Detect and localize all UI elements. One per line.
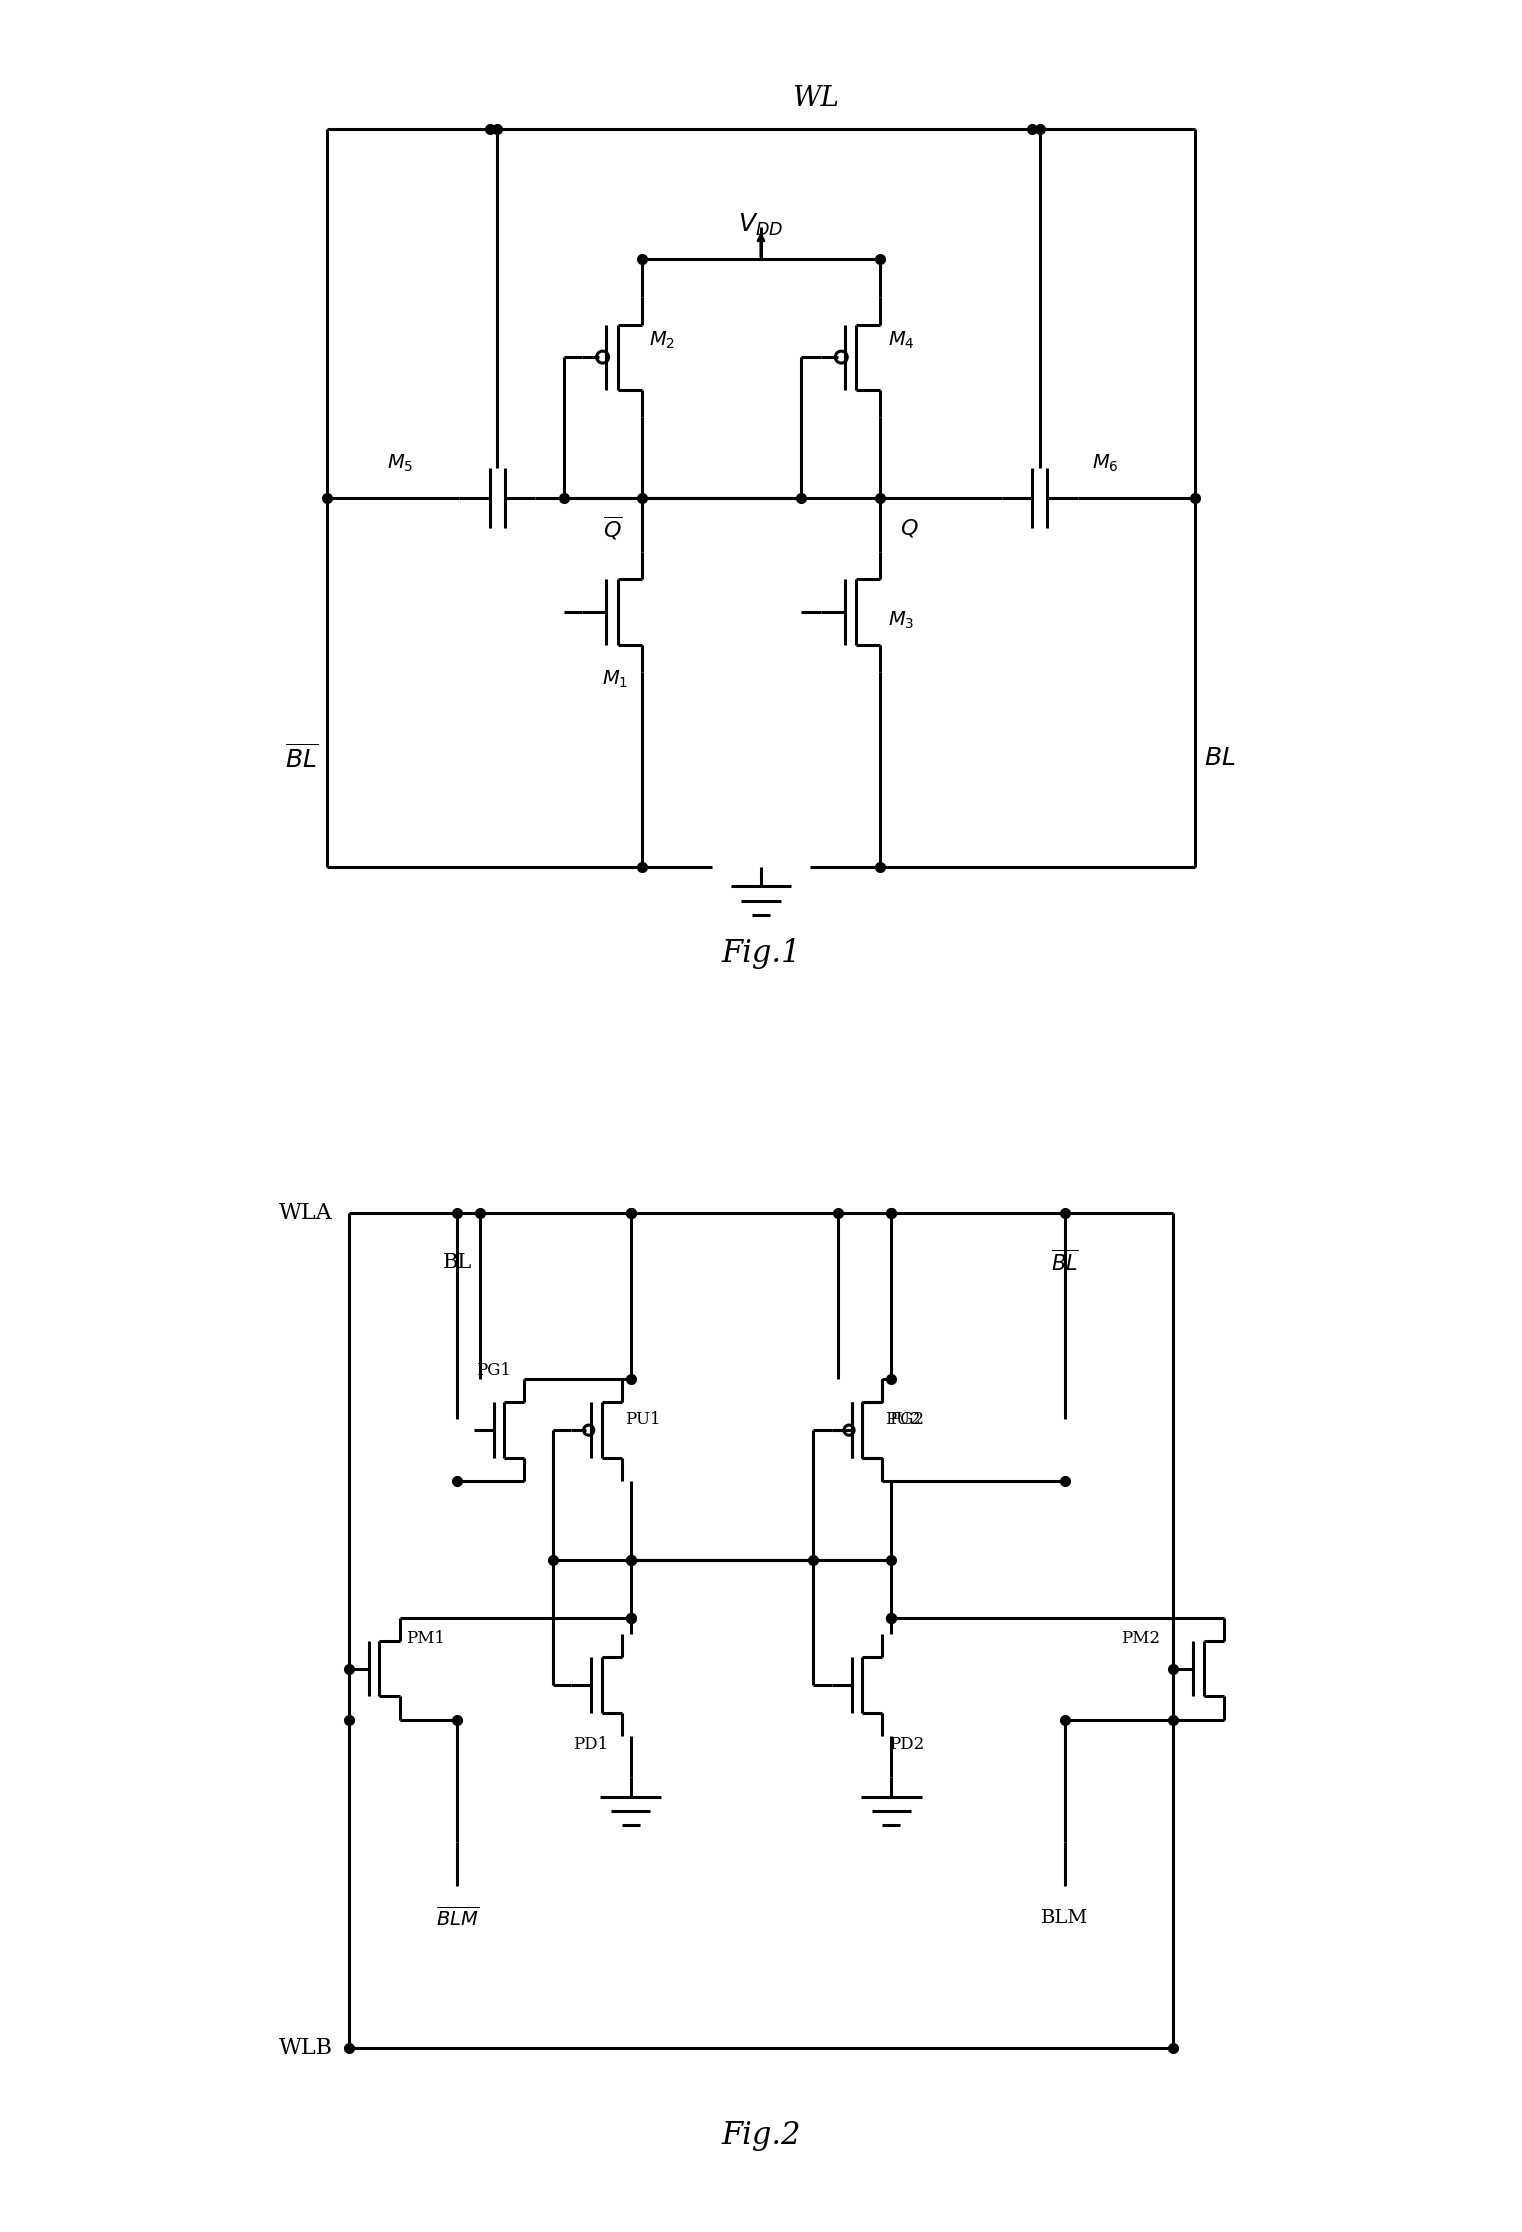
Text: Fig.2: Fig.2 <box>721 2120 801 2152</box>
Text: PU2: PU2 <box>884 1411 921 1428</box>
Text: WLA: WLA <box>279 1203 332 1223</box>
Text: $M_3$: $M_3$ <box>887 609 915 632</box>
Text: Fig.1: Fig.1 <box>721 937 801 969</box>
Text: $\overline{Q}$: $\overline{Q}$ <box>603 516 622 542</box>
Text: PG2: PG2 <box>889 1411 924 1428</box>
Text: WLB: WLB <box>279 2038 332 2060</box>
Text: PU1: PU1 <box>624 1411 661 1428</box>
Text: PG1: PG1 <box>476 1362 511 1379</box>
Text: PD1: PD1 <box>574 1736 609 1752</box>
Text: $\overline{BLM}$: $\overline{BLM}$ <box>435 1906 479 1931</box>
Text: BLM: BLM <box>1041 1908 1088 1926</box>
Text: $M_4$: $M_4$ <box>887 330 915 350</box>
Text: PM2: PM2 <box>1122 1629 1160 1647</box>
Text: PD2: PD2 <box>889 1736 924 1752</box>
Text: $\overline{BL}$: $\overline{BL}$ <box>1050 1250 1079 1274</box>
Text: $V_{DD}$: $V_{DD}$ <box>738 212 784 239</box>
Text: $Q$: $Q$ <box>900 518 918 540</box>
Text: $BL$: $BL$ <box>1204 748 1236 770</box>
Text: $M_2$: $M_2$ <box>650 330 676 350</box>
Text: BL: BL <box>443 1252 472 1272</box>
Text: $M_1$: $M_1$ <box>601 670 627 690</box>
Text: $M_6$: $M_6$ <box>1091 453 1119 473</box>
Text: $\overline{BL}$: $\overline{BL}$ <box>285 743 318 772</box>
Text: PM1: PM1 <box>406 1629 444 1647</box>
Text: $M_5$: $M_5$ <box>387 453 412 473</box>
Text: WL: WL <box>791 85 839 112</box>
